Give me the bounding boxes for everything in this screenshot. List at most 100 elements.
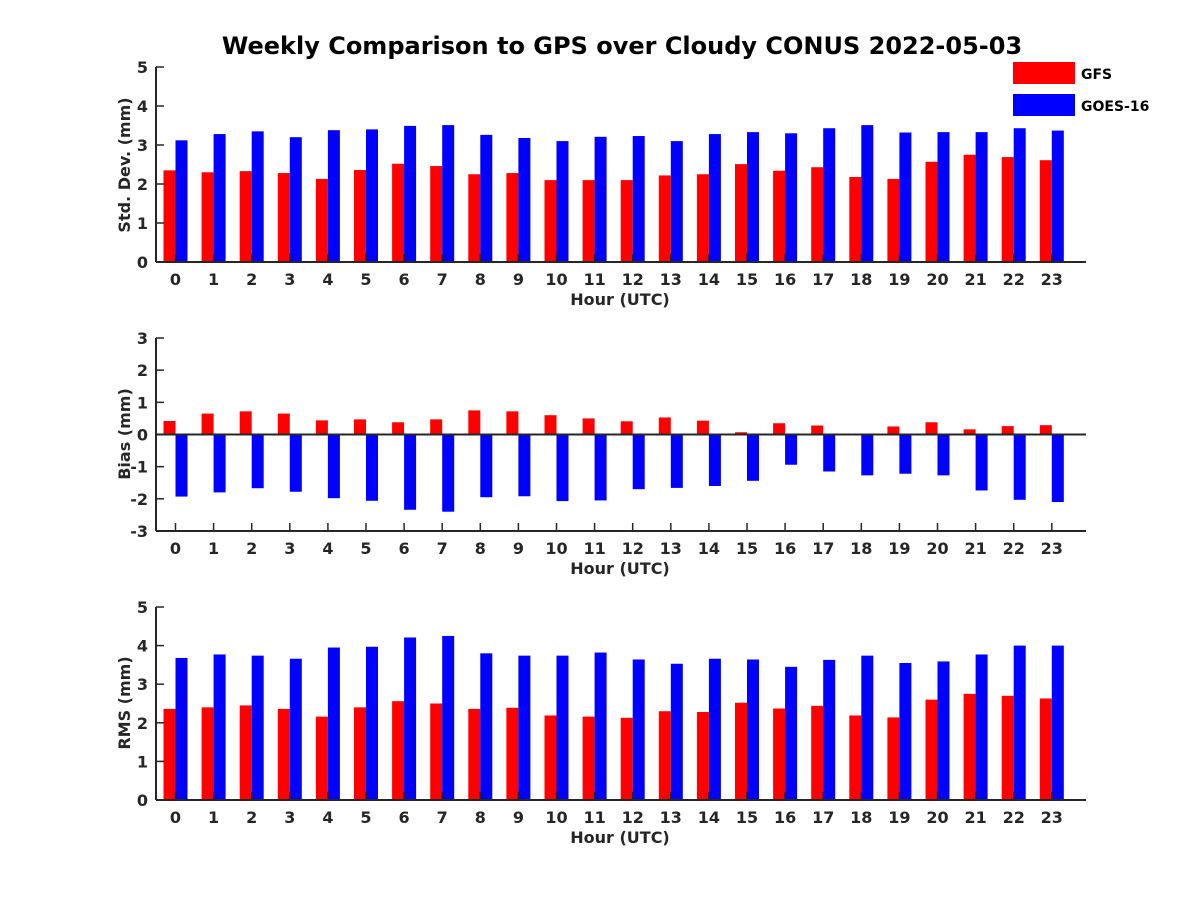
rms-bar-gfs-5 [354,707,366,800]
bias-bar-gfs-5 [354,419,366,435]
std-dev-x-tick-label: 4 [322,270,333,289]
std-dev-x-tick-label: 5 [360,270,371,289]
bias-bar-gfs-20 [925,422,938,435]
std-dev-x-tick-label: 0 [170,270,181,289]
bias-bar-gfs-6 [392,422,405,435]
rms-bar-gfs-17 [811,705,824,800]
std-dev-x-tick-label: 23 [1041,270,1063,289]
std-dev-bar-gfs-8 [468,174,481,262]
bias-y-tick-label: 0 [137,426,148,445]
bias-x-tick-label: 4 [322,539,333,558]
rms-bar-goes16-14 [708,658,721,800]
rms-x-tick-label: 23 [1041,808,1063,827]
bias-x-tick-label: 5 [360,539,371,558]
rms-x-tick-label: 0 [170,808,181,827]
bias-x-tick-label: 18 [850,539,872,558]
rms-bar-gfs-10 [544,715,557,800]
std-dev-x-tick-label: 16 [774,270,796,289]
bias-bar-gfs-15 [735,432,747,435]
legend-swatch-goes16 [1013,94,1075,116]
rms-bar-gfs-4 [315,716,328,800]
bias-x-tick-label: 22 [1003,539,1025,558]
bias-bar-goes16-21 [975,434,988,491]
rms-x-tick-label: 16 [774,808,796,827]
rms-y-tick-label: 5 [137,598,148,617]
bias-y-tick-label: -3 [130,522,148,541]
bias-bar-gfs-17 [811,425,824,435]
bias-x-axis-label: Hour (UTC) [570,559,670,578]
std-dev-bar-gfs-0 [163,170,176,262]
bias-x-tick-label: 14 [698,539,720,558]
rms-bar-gfs-11 [582,716,595,800]
rms-bar-goes16-23 [1051,645,1064,800]
bias-bar-gfs-11 [582,418,595,435]
std-dev-bar-goes16-6 [404,125,417,262]
legend-label-gfs: GFS [1081,67,1112,83]
bias-bar-gfs-4 [315,420,328,435]
rms-bar-gfs-2 [239,705,252,800]
rms-bar-goes16-19 [899,662,912,800]
std-dev-x-tick-label: 7 [437,270,448,289]
std-dev-bar-goes16-0 [175,140,188,262]
rms-bar-goes16-4 [327,647,340,800]
rms-bar-gfs-13 [658,711,671,800]
bias-x-tick-label: 0 [170,539,181,558]
bias-x-tick-label: 19 [888,539,910,558]
std-dev-x-tick-label: 17 [812,270,834,289]
std-dev-y-axis-label: Std. Dev. (mm) [115,97,134,232]
std-dev-x-tick-label: 8 [475,270,486,289]
std-dev-bar-goes16-17 [823,128,836,262]
rms-x-tick-label: 18 [850,808,872,827]
std-dev-y-tick-label: 2 [137,175,148,194]
rms-x-axis-label: Hour (UTC) [570,828,670,847]
bias-x-tick-label: 9 [513,539,524,558]
rms-bar-goes16-17 [823,659,836,800]
std-dev-bar-gfs-23 [1039,160,1052,262]
std-dev-x-tick-label: 14 [698,270,720,289]
bias-bar-goes16-10 [556,434,569,502]
std-dev-bar-goes16-3 [289,137,302,262]
bias-x-tick-label: 8 [475,539,486,558]
bias-x-tick-label: 11 [583,539,605,558]
bias-bar-goes16-23 [1051,434,1064,503]
std-dev-bar-goes16-18 [861,125,874,262]
bias-x-tick-label: 21 [964,539,986,558]
rms-x-tick-label: 9 [513,808,524,827]
rms-y-tick-label: 4 [137,637,148,656]
bias-bar-gfs-2 [239,411,252,435]
bias-bar-goes16-16 [785,434,798,465]
rms-x-tick-label: 14 [698,808,720,827]
bias-bar-goes16-14 [708,434,721,486]
std-dev-bar-gfs-4 [315,178,328,262]
bias-x-tick-label: 6 [399,539,410,558]
rms-x-tick-label: 1 [208,808,219,827]
std-dev-bar-goes16-1 [213,134,226,262]
std-dev-x-tick-label: 22 [1003,270,1025,289]
bias-bar-gfs-8 [468,410,481,435]
rms-bar-goes16-10 [556,655,569,800]
rms-bar-goes16-3 [289,658,302,800]
rms-bar-gfs-9 [506,707,519,800]
bias-bar-gfs-22 [1001,426,1014,435]
bias-bar-goes16-7 [442,434,455,512]
bias-bar-goes16-22 [1013,434,1026,500]
rms-bar-goes16-6 [404,637,417,800]
std-dev-bar-gfs-21 [963,154,976,262]
std-dev-bar-gfs-14 [696,174,709,262]
std-dev-y-tick-label: 0 [137,253,148,272]
bias-y-tick-label: 2 [137,361,148,380]
std-dev-bar-gfs-22 [1001,157,1014,262]
bias-x-tick-label: 3 [284,539,295,558]
bias-bar-goes16-0 [175,434,188,497]
std-dev-bar-goes16-9 [518,137,531,262]
std-dev-bar-goes16-10 [556,141,569,262]
std-dev-bar-goes16-5 [366,129,378,262]
std-dev-x-tick-label: 6 [399,270,410,289]
bias-bar-goes16-15 [747,434,759,481]
std-dev-bar-goes16-11 [594,136,607,262]
rms-y-axis-label: RMS (mm) [115,656,134,749]
bias-bar-gfs-21 [963,429,976,435]
rms-bar-goes16-1 [213,654,226,800]
std-dev-x-tick-label: 11 [583,270,605,289]
